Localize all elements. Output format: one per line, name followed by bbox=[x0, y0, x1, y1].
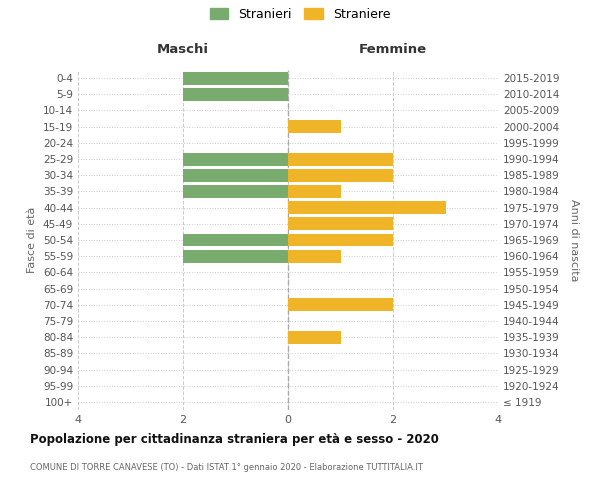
Bar bbox=[183, 88, 288, 101]
Bar bbox=[183, 169, 288, 181]
Bar bbox=[183, 152, 288, 166]
Bar bbox=[183, 185, 288, 198]
Y-axis label: Fasce di età: Fasce di età bbox=[28, 207, 37, 273]
Bar bbox=[183, 234, 288, 246]
Text: Maschi: Maschi bbox=[157, 44, 209, 57]
Text: COMUNE DI TORRE CANAVESE (TO) - Dati ISTAT 1° gennaio 2020 - Elaborazione TUTTIT: COMUNE DI TORRE CANAVESE (TO) - Dati IST… bbox=[30, 462, 423, 471]
Text: Popolazione per cittadinanza straniera per età e sesso - 2020: Popolazione per cittadinanza straniera p… bbox=[30, 432, 439, 446]
Legend: Stranieri, Straniere: Stranieri, Straniere bbox=[205, 2, 395, 26]
Bar bbox=[288, 234, 393, 246]
Text: Femmine: Femmine bbox=[359, 44, 427, 57]
Bar bbox=[288, 298, 393, 311]
Bar bbox=[183, 250, 288, 262]
Bar bbox=[288, 201, 445, 214]
Bar bbox=[288, 169, 393, 181]
Bar bbox=[288, 185, 341, 198]
Y-axis label: Anni di nascita: Anni di nascita bbox=[569, 198, 579, 281]
Bar bbox=[288, 120, 341, 133]
Bar bbox=[183, 72, 288, 85]
Bar bbox=[288, 250, 341, 262]
Bar bbox=[288, 330, 341, 344]
Bar bbox=[288, 152, 393, 166]
Bar bbox=[288, 218, 393, 230]
